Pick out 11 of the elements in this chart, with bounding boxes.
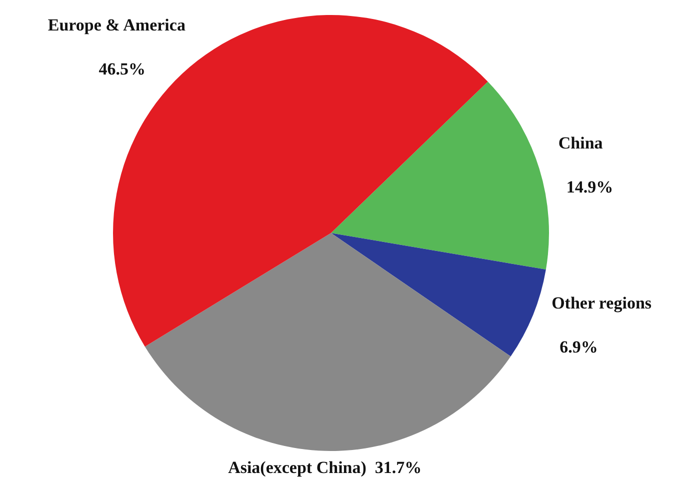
data-label: 6.9% bbox=[560, 337, 598, 356]
data-label: 46.5% bbox=[98, 60, 146, 79]
data-label: 14.9% bbox=[566, 178, 614, 197]
data-label: 31.7% bbox=[374, 458, 422, 477]
pie-slice bbox=[144, 233, 511, 451]
slice-label: Other regions bbox=[552, 293, 652, 312]
pie-slice bbox=[331, 233, 546, 356]
slice-label: Asia(except China) bbox=[228, 458, 366, 477]
pie-slice bbox=[331, 82, 549, 270]
slice-label: China bbox=[558, 134, 604, 153]
slice-label: Europe & America bbox=[48, 16, 186, 35]
